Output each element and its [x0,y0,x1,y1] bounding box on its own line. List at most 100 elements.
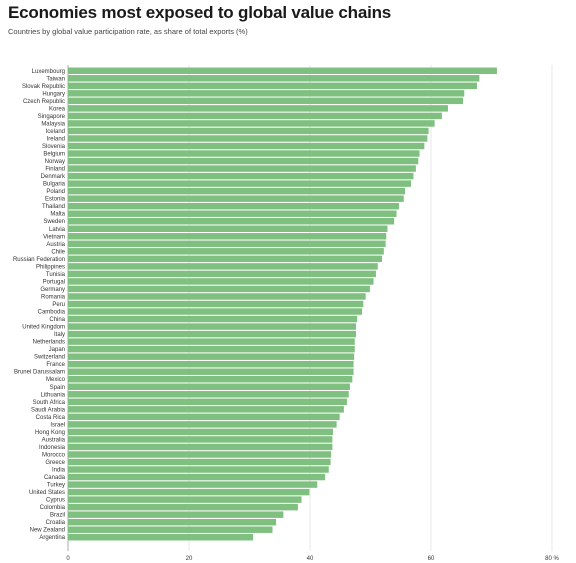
bar [68,202,399,210]
category-label: Indonesia [39,445,66,451]
bar [68,391,349,398]
bar [68,421,337,428]
category-label: Slovak Republic [22,84,65,90]
category-label: Thailand [42,204,65,210]
category-label: Slovenia [42,144,66,150]
category-label: Australia [42,437,66,443]
bar [68,376,353,383]
bar [68,127,429,135]
category-label: Portugal [43,279,65,285]
category-label: Russian Federation [13,257,65,263]
category-label: Japan [49,347,65,353]
category-label: Colombia [40,505,66,511]
category-label: Iceland [46,129,65,135]
bar [68,368,354,375]
category-label: Ireland [47,136,65,142]
bar [68,82,477,90]
category-label: China [49,317,65,323]
category-label: Hong Kong [35,430,65,436]
chart-subtitle: Countries by global value participation … [8,27,248,36]
category-label: Croatia [46,520,66,526]
category-label: Malaysia [41,121,65,127]
category-label: Luxembourg [32,69,65,75]
bar [68,360,354,368]
bar [68,496,302,503]
bar [68,436,333,443]
bar [68,142,425,150]
category-label: India [52,468,66,474]
x-tick-label: 0 [66,556,70,562]
category-label: Turkey [47,483,65,489]
x-tick-label: 80 % [545,556,559,562]
bar [68,526,273,533]
bar [68,428,333,436]
bar [68,534,254,541]
bar [68,75,480,82]
category-label: Italy [54,332,65,338]
bar [68,353,355,360]
bar [68,330,356,338]
category-label: Germany [40,287,65,293]
category-label: Morocco [42,452,66,458]
bar [68,165,416,172]
category-label: Peru [52,302,65,308]
bar [68,67,497,74]
category-label: United States [29,490,65,496]
bar [68,233,387,240]
category-label: Tunisia [46,272,66,278]
category-label: Belgium [43,152,65,158]
bar [68,105,448,112]
bar [68,300,364,308]
category-label: Cambodia [38,310,66,316]
bar [68,315,358,323]
category-label: Romania [41,294,66,300]
chart-title: Economies most exposed to global value c… [8,3,392,22]
category-label: Canada [44,475,66,481]
category-label: Argentina [39,535,65,541]
bar [68,150,420,157]
bar [68,323,356,330]
category-label: South Africa [33,400,66,406]
bar [68,218,395,225]
bar [68,255,382,263]
bar [68,225,388,232]
bar [68,481,318,488]
bar [68,488,310,496]
bar [68,263,378,270]
bar [68,473,326,481]
category-label: Taiwan [46,76,65,82]
bar [68,210,397,217]
bars [68,67,497,541]
bar [68,443,333,451]
category-label: France [46,362,65,368]
category-label: Finland [45,167,65,173]
category-label: Greece [45,460,65,466]
bar [68,345,355,353]
bar [68,338,355,345]
bar [68,308,363,315]
category-label: Hungary [42,91,65,97]
bar [68,511,284,518]
bar [68,90,465,97]
category-label: Spain [50,385,65,391]
category-label: New Zealand [30,528,65,534]
bar [68,120,435,127]
category-label: Austria [46,242,65,248]
category-label: Korea [49,106,66,112]
bar [68,180,412,187]
bar [68,518,277,526]
bar [68,240,386,248]
category-label: Cyprus [46,498,65,504]
category-label: Lithuania [41,392,66,398]
bar [68,458,331,466]
bar [68,383,350,390]
x-tick-label: 40 [307,556,314,562]
category-label: Philippines [36,264,65,270]
category-label: Chile [51,249,65,255]
category-label: United Kingdom [22,325,65,331]
bar [68,172,414,180]
bar [68,248,384,255]
bar [68,97,464,105]
